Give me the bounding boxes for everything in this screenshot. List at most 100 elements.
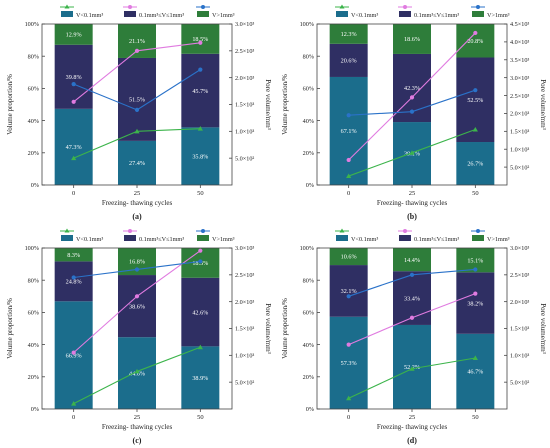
bar-value-label: 26.7% [467,161,483,168]
bar-stack: 38.9% 42.6% 18.5% [181,248,220,409]
y-tick-label: 0% [31,406,39,413]
legend-item: 0.1mm³≤V≤1mm³ [123,229,184,243]
bar-stack: 66.9% 24.8% 8.3% [54,248,93,409]
y2-tick-label: 4.0×10³ [510,39,529,46]
bar-value-label: 14.4% [404,257,420,264]
bar-stack: 67.1% 20.6% 12.3% [329,24,368,185]
bar-value-label: 33.4% [404,295,420,302]
legend-swatch [197,235,209,241]
legend-item: V<0.1mm³ [60,228,103,243]
series-point [134,48,140,53]
series-point [409,109,415,114]
legend-label: 0.1mm³≤V≤1mm³ [414,12,459,19]
x-tick-label: 50 [197,414,204,421]
legend-marker [64,4,70,9]
series-point [472,126,478,132]
bar-value-label: 10.6% [341,254,357,261]
chart-panel: V<0.1mm³ 0.1mm³≤V≤1mm³ V>1mm³ 66.9% 24.8% 8.3… [6,228,272,445]
legend-marker [128,229,132,233]
series-point [198,67,203,72]
y-axis-right: 5.0×10² 1.0×10³ 1.5×10³ 2.0×10³ 2.5×10³ 3.0×1… [229,21,272,162]
series-point [134,128,140,134]
y2-tick-label: 3.0×10³ [510,75,529,82]
y-tick-label: 60% [303,310,314,317]
bar-stack: 46.7% 38.2% 15.1% [456,248,495,409]
legend-item: 0.1mm³≤V≤1mm³ [398,229,459,243]
legend-marker [339,228,345,233]
legend: V<0.1mm³ 0.1mm³≤V≤1mm³ V>1mm³ [335,228,510,243]
series-point [346,294,351,299]
bar-value-label: 45.7% [192,88,208,95]
legend-swatch [399,235,411,241]
line-series [346,30,478,163]
series-point [134,267,140,272]
y-tick-label: 100% [25,21,39,28]
series-point [198,248,203,253]
line-series [346,355,478,401]
y2-tick-label: 5.0×10² [235,379,254,386]
legend-swatch [472,11,484,17]
series-point [409,366,415,371]
bar-segment [118,140,156,185]
y2-axis-title: Pore volume/mm³ [539,303,547,354]
panel-label: (b) [407,212,417,221]
y-axis-left: 0% 20% 40% 60% 80% 100% Volume proportion/% [6,245,45,413]
series-point [409,272,415,277]
y2-axis-title: Pore volume/mm³ [539,79,547,130]
x-tick-label: 50 [472,190,479,197]
bar-value-label: 39.8% [66,74,82,81]
bar-value-label: 15.1% [467,257,483,264]
legend-marker [403,229,407,233]
y-tick-label: 0% [306,406,314,413]
bar-value-label: 20.6% [341,58,357,65]
x-axis: 0 25 50 Freezing- thawing cycles [72,409,204,431]
bar-segment [329,316,368,409]
bar-segment [54,24,93,45]
y-tick-label: 20% [28,150,39,157]
bar-segment [329,248,368,266]
bar-value-label: 12.3% [341,31,357,38]
x-tick-label: 25 [134,190,141,197]
bar-value-label: 38.6% [129,303,145,310]
x-axis-title: Freezing- thawing cycles [102,423,173,431]
chart-panel: V<0.1mm³ 0.1mm³≤V≤1mm³ V>1mm³ 57.3% 32.1% 10.… [281,228,547,445]
series-point [71,99,76,104]
legend-item: V>1mm³ [196,229,235,243]
y-tick-label: 80% [303,277,314,284]
legend-swatch [124,11,136,17]
bar-value-label: 18.5% [192,260,208,267]
line-series [71,344,203,406]
legend-label: 0.1mm³≤V≤1mm³ [414,236,459,243]
bar-value-label: 46.7% [467,369,483,376]
line-series [346,126,478,179]
bar-segment [118,275,156,338]
series-point [198,40,203,45]
line-series [71,126,203,161]
series-point [134,107,140,112]
y-axis-title: Volume proportion/% [6,298,14,359]
bar-segment [456,24,495,58]
y-tick-label: 80% [28,53,39,60]
legend-label: V<0.1mm³ [76,12,103,19]
bar-segment [329,76,368,185]
x-axis: 0 25 50 Freezing- thawing cycles [347,409,479,431]
x-tick-label: 50 [197,190,204,197]
legend-swatch [197,11,209,17]
y-tick-label: 40% [303,342,314,349]
x-tick-label: 0 [347,190,350,197]
bar-segment [54,261,93,302]
y-axis-right: 5.0×10² 1.0×10³ 1.5×10³ 2.0×10³ 2.5×10³ 3.0×1… [504,245,547,386]
y-axis-right: 5.0×10² 1.0×10³ 1.5×10³ 2.0×10³ 2.5×10³ 3.0×1… [504,21,547,171]
bar-segment [118,57,156,141]
series-point [346,173,352,179]
legend-swatch [61,11,73,17]
bar-value-label: 8.3% [67,252,80,259]
line-series [71,67,203,112]
bar-stack: 52.2%33.4%14.4% [393,248,431,409]
legend-marker [201,229,205,233]
y-tick-label: 60% [303,86,314,93]
bar-segment [181,53,220,128]
legend-label: 0.1mm³≤V≤1mm³ [139,12,184,19]
y-tick-label: 40% [28,342,39,349]
y-axis-left: 0% 20% 40% 60% 80% 100% Volume proportion/% [6,21,45,189]
